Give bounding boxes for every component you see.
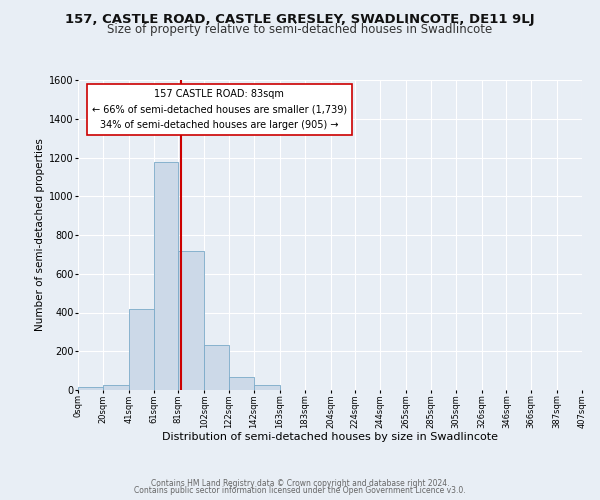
Bar bbox=[178, 252, 205, 390]
Bar bbox=[254, 385, 280, 390]
Text: 157 CASTLE ROAD: 83sqm
← 66% of semi-detached houses are smaller (1,739)
34% of : 157 CASTLE ROAD: 83sqm ← 66% of semi-det… bbox=[92, 90, 347, 130]
Bar bbox=[154, 162, 178, 390]
Bar bbox=[78, 387, 103, 390]
Text: Size of property relative to semi-detached houses in Swadlincote: Size of property relative to semi-detach… bbox=[107, 22, 493, 36]
Text: Contains public sector information licensed under the Open Government Licence v3: Contains public sector information licen… bbox=[134, 486, 466, 495]
X-axis label: Distribution of semi-detached houses by size in Swadlincote: Distribution of semi-detached houses by … bbox=[162, 432, 498, 442]
Text: Contains HM Land Registry data © Crown copyright and database right 2024.: Contains HM Land Registry data © Crown c… bbox=[151, 478, 449, 488]
Text: 157, CASTLE ROAD, CASTLE GRESLEY, SWADLINCOTE, DE11 9LJ: 157, CASTLE ROAD, CASTLE GRESLEY, SWADLI… bbox=[65, 12, 535, 26]
Bar bbox=[129, 308, 154, 390]
Bar bbox=[205, 346, 229, 390]
Y-axis label: Number of semi-detached properties: Number of semi-detached properties bbox=[35, 138, 45, 332]
Bar bbox=[229, 378, 254, 390]
Bar bbox=[103, 385, 129, 390]
